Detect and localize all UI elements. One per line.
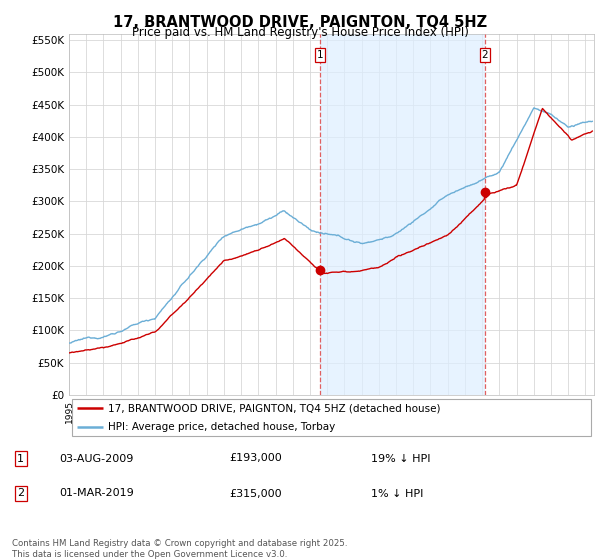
- Text: 17, BRANTWOOD DRIVE, PAIGNTON, TQ4 5HZ: 17, BRANTWOOD DRIVE, PAIGNTON, TQ4 5HZ: [113, 15, 487, 30]
- Text: 2: 2: [17, 488, 24, 498]
- Text: 1: 1: [17, 454, 24, 464]
- Text: 19% ↓ HPI: 19% ↓ HPI: [371, 454, 430, 464]
- Bar: [320, 34, 485, 395]
- Text: 2: 2: [482, 50, 488, 60]
- Text: Contains HM Land Registry data © Crown copyright and database right 2025.
This d: Contains HM Land Registry data © Crown c…: [12, 539, 347, 559]
- Text: 17, BRANTWOOD DRIVE, PAIGNTON, TQ4 5HZ (detached house): 17, BRANTWOOD DRIVE, PAIGNTON, TQ4 5HZ (…: [109, 404, 441, 413]
- FancyBboxPatch shape: [71, 399, 592, 436]
- Text: 1% ↓ HPI: 1% ↓ HPI: [371, 488, 423, 498]
- Text: Price paid vs. HM Land Registry's House Price Index (HPI): Price paid vs. HM Land Registry's House …: [131, 26, 469, 39]
- Text: £193,000: £193,000: [229, 454, 282, 464]
- Text: HPI: Average price, detached house, Torbay: HPI: Average price, detached house, Torb…: [109, 422, 335, 432]
- Text: 1: 1: [317, 50, 323, 60]
- Text: 03-AUG-2009: 03-AUG-2009: [59, 454, 133, 464]
- Text: 01-MAR-2019: 01-MAR-2019: [59, 488, 134, 498]
- Text: £315,000: £315,000: [229, 488, 282, 498]
